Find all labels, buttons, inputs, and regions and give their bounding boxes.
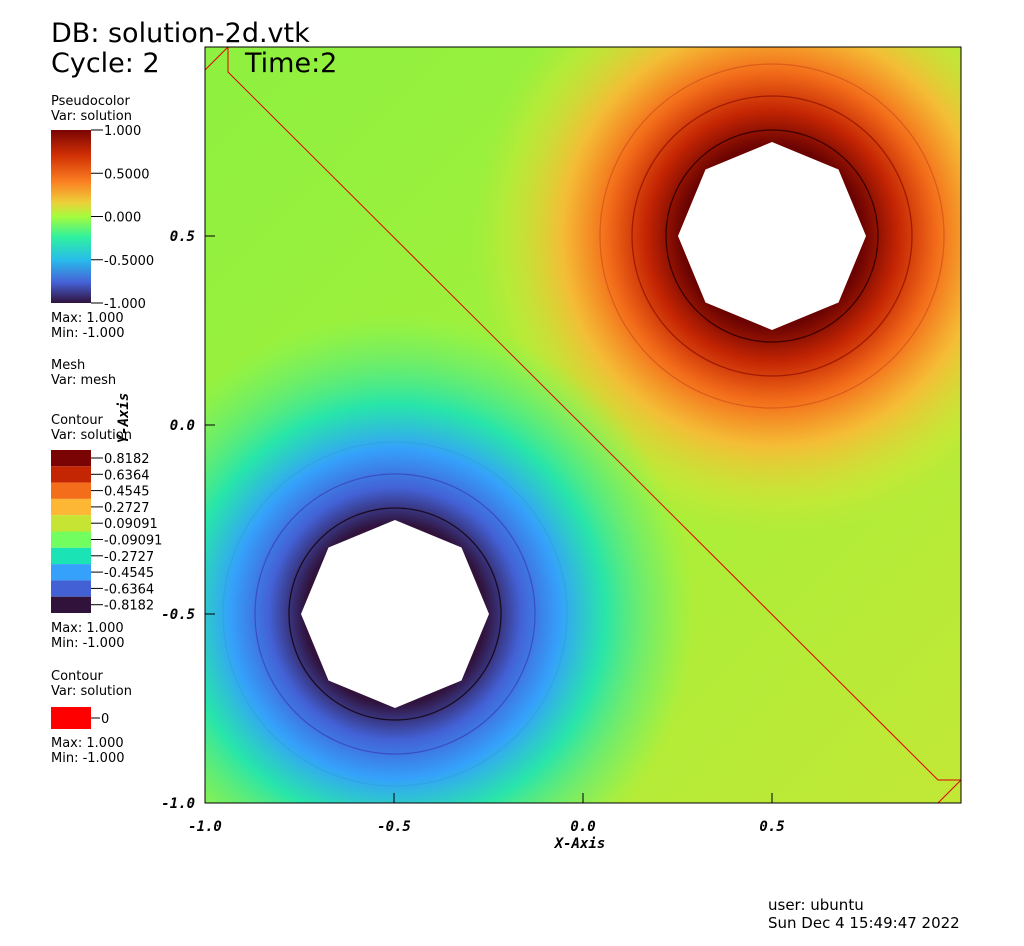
zero-contour (204, 46, 229, 71)
contour-swatch (51, 580, 91, 597)
y-tick-label: -0.5 (161, 607, 195, 623)
db-name: DB: solution-2d.vtk (51, 18, 310, 49)
plot-area (204, 46, 962, 804)
y-axis-label: Y-Axis (116, 393, 132, 444)
contour-swatch (51, 482, 91, 499)
contour-label: 0.4545 (104, 485, 150, 500)
contour-swatch (51, 515, 91, 532)
date: Sun Dec 4 15:49:47 2022 (768, 914, 960, 932)
legend-min: Min: -1.000 (51, 636, 125, 651)
contour-label: 0.2727 (104, 501, 150, 516)
x-tick-label: -1.0 (188, 819, 222, 835)
legend-title: Pseudocolor (51, 94, 130, 109)
contour-swatch (51, 547, 91, 565)
contour-label: 0.09091 (104, 517, 158, 532)
colorbar-label: -1.000 (104, 297, 146, 312)
contour-swatch (51, 450, 91, 467)
legend-min: Min: -1.000 (51, 751, 125, 766)
contour-label: -0.09091 (104, 534, 162, 549)
hole (678, 142, 866, 330)
legend-min: Min: -1.000 (51, 326, 125, 341)
legend-var: Var: solution (51, 109, 132, 124)
contour-label: 0.8182 (104, 452, 150, 467)
legend-title: Contour (51, 669, 104, 684)
x-tick-label: -0.5 (377, 819, 411, 835)
legend-max: Max: 1.000 (51, 621, 124, 636)
hole (301, 520, 489, 708)
contour-swatch (51, 531, 91, 548)
contour-swatch (51, 707, 91, 729)
legend-max: Max: 1.000 (51, 311, 124, 326)
y-tick-label: 0.0 (170, 418, 195, 434)
contour-label: 0.6364 (104, 468, 150, 483)
y-tick-label: 0.5 (170, 229, 195, 245)
contour-label: -0.6364 (104, 582, 154, 597)
y-tick-label: -1.0 (161, 796, 195, 812)
colorbar (51, 130, 91, 303)
contour-label: -0.4545 (104, 566, 154, 581)
contour-label: -0.8182 (104, 599, 154, 614)
zero-contour (937, 779, 962, 804)
legend-var: Var: solution (51, 428, 132, 443)
contour-label: 0 (101, 712, 109, 727)
contour-swatch (51, 596, 91, 613)
x-tick-label: 0.5 (759, 819, 784, 835)
contour-swatch (51, 498, 91, 516)
zero-contour (227, 47, 961, 781)
iso-lines (222, 63, 945, 787)
legend-var: Var: solution (51, 684, 132, 699)
colorbar-label: 1.000 (104, 124, 141, 139)
colorbar-label: -0.5000 (104, 254, 154, 269)
x-tick-label: 0.0 (570, 819, 595, 835)
contour-label: -0.2727 (104, 550, 154, 565)
legend-title: Contour (51, 413, 104, 428)
x-axis-label: X-Axis (554, 836, 606, 852)
user: user: ubuntu (768, 896, 864, 914)
legend-max: Max: 1.000 (51, 736, 124, 751)
contour-swatch (51, 564, 91, 581)
cycle: Cycle: 2 (51, 48, 160, 79)
colorbar-label: 0.000 (104, 211, 141, 226)
colorbar-label: 0.5000 (104, 167, 150, 182)
contour-swatch (51, 466, 91, 483)
legend-title: Mesh (51, 358, 85, 373)
time: Time:2 (244, 48, 337, 79)
legend-var: Var: mesh (51, 373, 116, 388)
